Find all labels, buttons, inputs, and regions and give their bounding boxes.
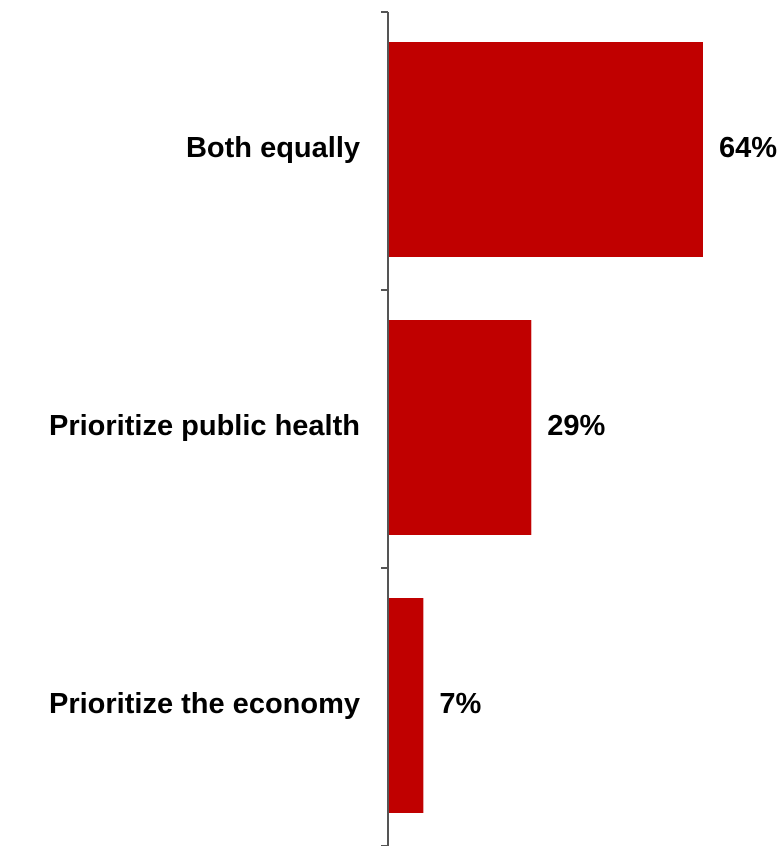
data-label: 64% [719, 132, 777, 164]
bar [389, 320, 532, 535]
bar [389, 42, 703, 257]
category-label: Prioritize the economy [49, 688, 360, 720]
bars-group [389, 42, 703, 813]
category-label: Prioritize public health [49, 410, 360, 442]
y-axis-ticks [381, 11, 388, 846]
value-labels: 64% 29% 7% [439, 132, 777, 720]
bar [389, 598, 424, 813]
category-labels: Both equally Prioritize public health Prio… [49, 132, 360, 720]
data-label: 7% [439, 688, 481, 720]
data-label: 29% [547, 410, 605, 442]
category-label: Both equally [186, 132, 360, 164]
